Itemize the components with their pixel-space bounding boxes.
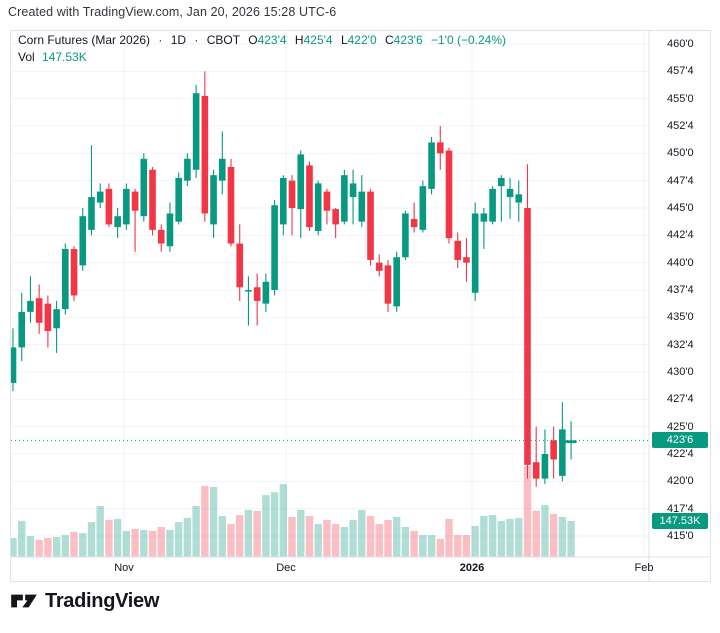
volume-badge: 147.53K (652, 513, 708, 529)
change-value: −1'0 (−0.24%) (430, 33, 506, 47)
time-tick-label: Feb (634, 562, 654, 574)
price-tick-label: 422'4 (667, 447, 694, 460)
time-tick-label: 2026 (459, 562, 485, 574)
price-tick-label: 450'0 (667, 147, 694, 160)
separator-dot: · (194, 33, 199, 47)
price-tick-label: 460'0 (667, 38, 694, 50)
price-tick-label: 445'0 (667, 201, 694, 214)
price-tick-label: 432'4 (667, 338, 694, 351)
price-tick-label: 417'4 (667, 502, 694, 515)
price-tick-label: 437'4 (667, 283, 694, 296)
price-tick-label: 447'4 (667, 174, 694, 187)
price-tick-label: 455'0 (667, 92, 694, 105)
last-price-badge: 423'6 (652, 432, 708, 448)
symbol-title: Corn Futures (Mar 2026) (18, 33, 151, 47)
price-tick-label: 442'4 (667, 229, 694, 242)
symbol-legend: Corn Futures (Mar 2026) · 1D · CBOT O423… (18, 32, 506, 66)
price-tick-label: 420'0 (667, 475, 694, 488)
legend-row-2: Vol 147.53K (18, 49, 506, 66)
price-tick-label: 452'4 (667, 119, 694, 132)
time-tick-label: Dec (276, 562, 296, 574)
interval-label: 1D (170, 33, 187, 47)
price-tick-label: 435'0 (667, 311, 694, 324)
close-value: 423'6 (393, 33, 423, 47)
tradingview-logo-text: TradingView (45, 589, 160, 612)
price-tick-label: 457'4 (667, 65, 694, 78)
open-value: 423'4 (257, 33, 287, 47)
low-label: L (340, 33, 348, 47)
candlestick-plot[interactable] (11, 31, 710, 581)
price-tick-label: 440'0 (667, 256, 694, 269)
high-value: 425'4 (303, 33, 333, 47)
volume-label: Vol (18, 50, 35, 64)
time-tick-label: Nov (114, 562, 134, 574)
legend-row-1: Corn Futures (Mar 2026) · 1D · CBOT O423… (18, 32, 506, 49)
separator-dot: · (158, 33, 163, 47)
price-tick-label: 415'0 (667, 529, 694, 542)
price-tick-label: 427'4 (667, 393, 694, 406)
chart-widget: Corn Futures (Mar 2026) · 1D · CBOT O423… (10, 30, 711, 582)
price-tick-label: 425'0 (667, 420, 694, 433)
open-label: O (248, 33, 258, 47)
low-value: 422'0 (347, 33, 377, 47)
price-tick-label: 430'0 (667, 365, 694, 378)
close-label: C (384, 33, 394, 47)
high-label: H (294, 33, 304, 47)
credit-line[interactable]: Created with TradingView.com, Jan 20, 20… (8, 5, 337, 19)
tradingview-logo-icon (11, 594, 37, 608)
volume-value: 147.53K (42, 50, 87, 64)
tradingview-logo-link[interactable]: TradingView (10, 588, 159, 614)
exchange-label: CBOT (206, 33, 240, 47)
